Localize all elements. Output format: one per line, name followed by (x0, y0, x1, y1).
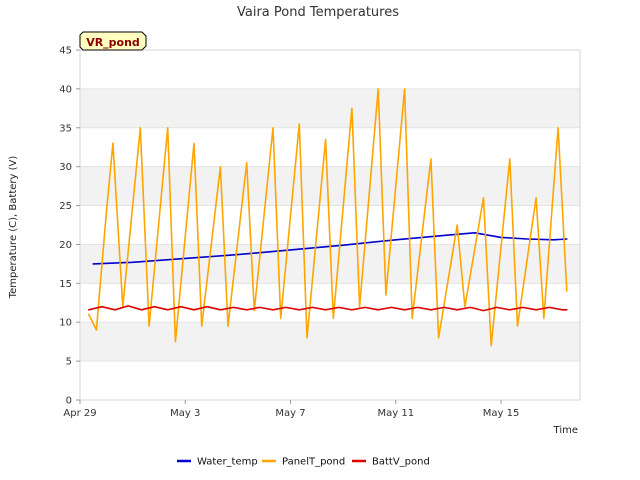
grid-band (80, 322, 580, 362)
series-line-water-temp (92, 232, 568, 265)
series-badge: VR_pond (79, 31, 147, 51)
legend-label: PanelT_pond (282, 457, 345, 468)
x-axis-label: Time (553, 425, 578, 436)
series-line-panelt-pond (88, 88, 568, 347)
y-tick-label: 25 (59, 201, 72, 212)
y-tick-label: 20 (59, 240, 72, 251)
series-lines (88, 88, 568, 347)
legend: Water_temp PanelT_pond BattV_pond (177, 457, 430, 468)
legend-item: PanelT_pond (262, 457, 345, 468)
legend-label: BattV_pond (372, 457, 430, 468)
legend-item: BattV_pond (352, 457, 430, 468)
y-tick-label: 15 (59, 279, 72, 290)
y-tick-label: 45 (59, 46, 72, 57)
series-line-battv-pond (88, 305, 568, 312)
y-axis-ticks: 0 5 10 15 20 25 30 35 40 45 (59, 46, 80, 407)
badge-label: VR_pond (86, 36, 140, 49)
y-axis-label: Temperature (C), Battery (V) (8, 156, 19, 300)
y-tick-label: 10 (59, 318, 72, 329)
y-tick-label: 5 (66, 357, 72, 368)
plot-frame (79, 49, 581, 401)
x-tick-label: May 11 (378, 408, 415, 419)
legend-label: Water_temp (197, 457, 258, 468)
x-tick-label: May 15 (483, 408, 520, 419)
x-tick-label: May 7 (275, 408, 305, 419)
x-axis-ticks: Apr 29 May 3 May 7 May 11 May 15 (63, 400, 519, 419)
badge-box (79, 31, 147, 51)
legend-item: Water_temp (177, 457, 258, 468)
y-tick-label: 35 (59, 123, 72, 134)
y-tick-label: 40 (59, 84, 72, 95)
grid-band (80, 88, 580, 128)
y-tick-label: 0 (66, 396, 72, 407)
chart-title: Vaira Pond Temperatures (237, 5, 399, 20)
x-tick-label: May 3 (170, 408, 200, 419)
axes (79, 49, 581, 401)
x-tick-label: Apr 29 (63, 408, 96, 419)
y-tick-label: 30 (59, 162, 72, 173)
